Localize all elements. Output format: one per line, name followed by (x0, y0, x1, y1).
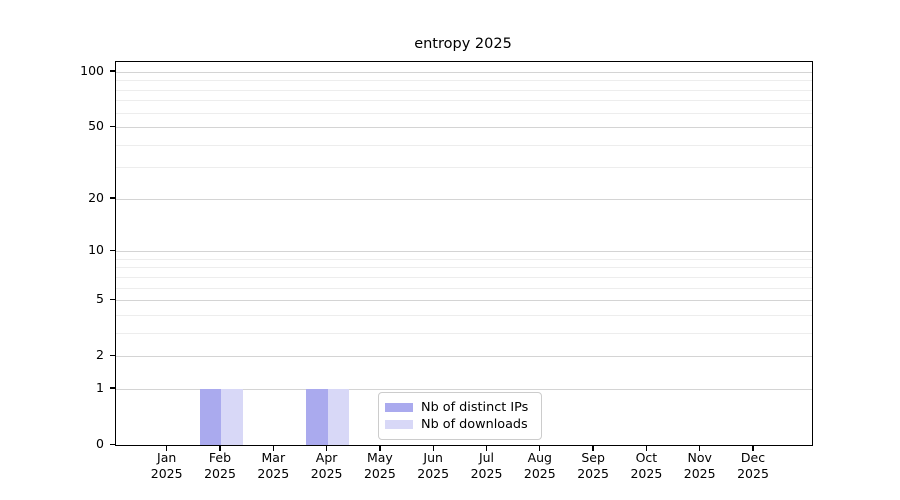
y-major-gridline (116, 251, 812, 253)
x-tick-month: Jun (423, 450, 443, 465)
x-tick-month: Sep (581, 450, 605, 465)
y-tick-label: 20 (88, 189, 104, 205)
x-tick-label: Nov 2025 (672, 450, 728, 482)
x-tick-month: Apr (315, 450, 338, 465)
y-minor-gridline (116, 100, 812, 102)
x-tick-mark (485, 445, 488, 451)
x-tick-month: Feb (208, 450, 232, 465)
y-tick-label: 10 (88, 242, 104, 258)
x-tick-label: Jan 2025 (139, 450, 195, 482)
x-tick-year: 2025 (204, 466, 236, 481)
y-tick-mark (110, 70, 115, 72)
y-tick-mark (110, 249, 115, 252)
x-tick-label: May 2025 (352, 450, 408, 482)
x-tick-mark (379, 445, 381, 451)
y-tick-mark (110, 125, 115, 128)
x-tick-year: 2025 (417, 466, 450, 481)
y-minor-gridline (116, 276, 812, 278)
y-minor-gridline (116, 332, 812, 334)
y-tick-label: 2 (96, 347, 104, 363)
plot-area (115, 61, 813, 446)
legend-swatch-distinct-ips (385, 403, 413, 412)
x-tick-year: 2025 (150, 466, 183, 481)
x-tick-label: Dec 2025 (725, 450, 781, 482)
y-minor-gridline (116, 80, 812, 82)
x-tick-month: Nov (687, 450, 712, 465)
x-tick-year: 2025 (523, 466, 556, 481)
x-tick-label: Sep 2025 (565, 450, 621, 482)
x-tick-mark (645, 445, 648, 451)
y-minor-gridline (116, 314, 812, 316)
x-tick-mark (699, 445, 701, 451)
legend: Nb of distinct IPs Nb of downloads (378, 392, 542, 440)
x-tick-mark (325, 445, 328, 451)
y-major-gridline (116, 71, 812, 73)
bar-downloads (221, 388, 243, 445)
x-tick-month: Mar (261, 450, 286, 465)
y-tick-mark (110, 197, 115, 199)
x-tick-mark (432, 445, 434, 451)
x-tick-year: 2025 (470, 466, 503, 481)
y-tick-mark (110, 387, 115, 389)
x-tick-month: Jul (478, 450, 495, 465)
legend-label-distinct-ips: Nb of distinct IPs (421, 400, 529, 415)
y-minor-gridline (116, 167, 812, 169)
x-tick-mark (272, 445, 274, 451)
legend-swatch-downloads (385, 420, 413, 429)
y-tick-mark (110, 443, 115, 445)
x-tick-month: Oct (635, 450, 658, 465)
chart-title: entropy 2025 (414, 36, 512, 52)
y-minor-gridline (116, 144, 812, 146)
x-tick-year: 2025 (577, 466, 609, 481)
x-tick-year: 2025 (630, 466, 663, 481)
y-minor-gridline (116, 89, 812, 91)
y-minor-gridline (116, 287, 812, 289)
x-tick-month: May (366, 450, 393, 465)
y-tick-mark (110, 354, 115, 357)
x-tick-mark (539, 445, 541, 451)
legend-label-downloads: Nb of downloads (421, 417, 528, 432)
x-tick-mark (219, 445, 221, 451)
y-tick-mark (110, 298, 115, 301)
y-minor-gridline (116, 258, 812, 260)
x-tick-label: Feb 2025 (192, 450, 248, 482)
y-tick-label: 1 (96, 379, 104, 395)
x-tick-mark (752, 445, 754, 451)
x-tick-year: 2025 (363, 466, 396, 481)
x-tick-label: Oct 2025 (618, 450, 674, 482)
x-tick-label: Jun 2025 (405, 450, 461, 482)
legend-item-distinct-ips: Nb of distinct IPs (385, 399, 532, 416)
x-tick-label: Aug 2025 (512, 450, 568, 482)
x-tick-label: Apr 2025 (299, 450, 355, 482)
legend-item-downloads: Nb of downloads (385, 416, 532, 433)
x-tick-year: 2025 (737, 466, 769, 481)
y-major-gridline (116, 388, 812, 390)
x-tick-month: Dec (740, 450, 766, 465)
x-tick-year: 2025 (683, 466, 716, 481)
bar-distinct-ips (306, 388, 328, 445)
x-tick-year: 2025 (257, 466, 290, 481)
x-tick-mark (592, 445, 594, 451)
y-minor-gridline (116, 112, 812, 114)
x-tick-month: Jan (157, 450, 177, 465)
y-major-gridline (116, 356, 812, 358)
bar-distinct-ips (199, 388, 221, 445)
x-tick-month: Aug (527, 450, 552, 465)
x-tick-mark (166, 445, 168, 451)
y-tick-label: 0 (96, 436, 104, 451)
y-major-gridline (116, 198, 812, 200)
x-tick-label: Jul 2025 (459, 450, 515, 482)
y-minor-gridline (116, 267, 812, 269)
y-tick-label: 50 (88, 118, 104, 134)
y-major-gridline (116, 300, 812, 302)
bar-downloads (327, 388, 350, 445)
x-tick-year: 2025 (310, 466, 343, 481)
y-major-gridline (116, 127, 812, 129)
x-tick-label: Mar 2025 (245, 450, 301, 482)
y-tick-label: 100 (80, 62, 104, 78)
y-tick-label: 5 (96, 291, 104, 307)
